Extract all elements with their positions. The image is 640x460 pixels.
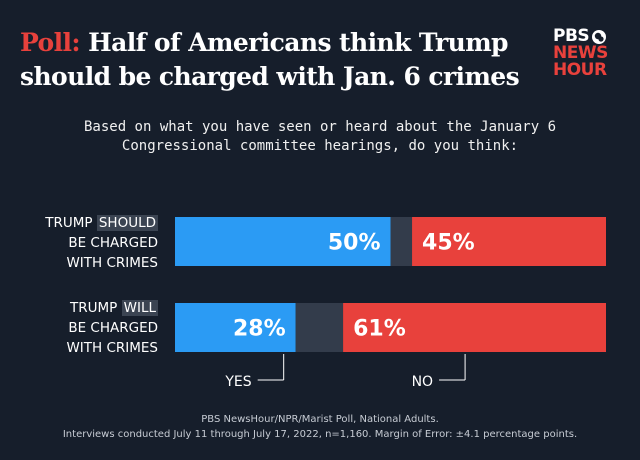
legend-no-label: NO — [412, 374, 434, 390]
title-text: Half of Americans think Trump should be … — [20, 28, 520, 91]
title-kicker: Poll: — [20, 28, 81, 57]
chart-title: Poll: Half of Americans think Trump shou… — [20, 26, 520, 94]
row-label-should: TRUMP SHOULD BE CHARGED WITH CRIMES — [12, 213, 158, 273]
data-label-yes-row-1: 50% — [328, 231, 381, 256]
bar-yes-row-2 — [175, 303, 296, 352]
row-label-line3: WITH CRIMES — [66, 255, 158, 271]
bar-no-row-1 — [412, 217, 606, 266]
label-highlight: SHOULD — [96, 215, 158, 231]
data-label-no-row-2: 61% — [353, 317, 406, 342]
methodology-line: Interviews conducted July 11 through Jul… — [62, 429, 578, 440]
bar-yes-row-1 — [175, 217, 391, 266]
row-label-line1: TRUMP WILL — [70, 300, 158, 316]
label-highlight: WILL — [121, 300, 158, 316]
survey-question: Based on what you have seen or heard abo… — [83, 119, 556, 154]
logo-pbs: PBS — [553, 28, 623, 45]
row-label-will: TRUMP WILL BE CHARGED WITH CRIMES — [12, 298, 158, 358]
row-label-line1: TRUMP SHOULD — [45, 215, 158, 231]
row-label-line2: BE CHARGED — [68, 235, 158, 251]
bar-unsure-row-1 — [390, 217, 413, 266]
pbs-head-icon — [592, 29, 607, 44]
source-line: PBS NewsHour/NPR/Marist Poll, National A… — [201, 414, 439, 425]
logo-news: NEWS — [553, 43, 608, 63]
data-label-yes-row-2: 28% — [233, 317, 286, 342]
bar-unsure-row-2 — [295, 303, 344, 352]
logo-hour: HOUR — [553, 60, 607, 80]
data-label-no-row-1: 45% — [422, 231, 475, 256]
pbs-newshour-logo: PBS NEWS HOUR — [553, 28, 623, 79]
row-label-line2: BE CHARGED — [68, 320, 158, 336]
row-label-line3: WITH CRIMES — [66, 340, 158, 356]
bar-no-row-2 — [343, 303, 606, 352]
legend-yes-label: YES — [224, 374, 251, 390]
source-footer: PBS NewsHour/NPR/Marist Poll, National A… — [0, 412, 640, 442]
logo-line1: PBS — [553, 26, 590, 46]
